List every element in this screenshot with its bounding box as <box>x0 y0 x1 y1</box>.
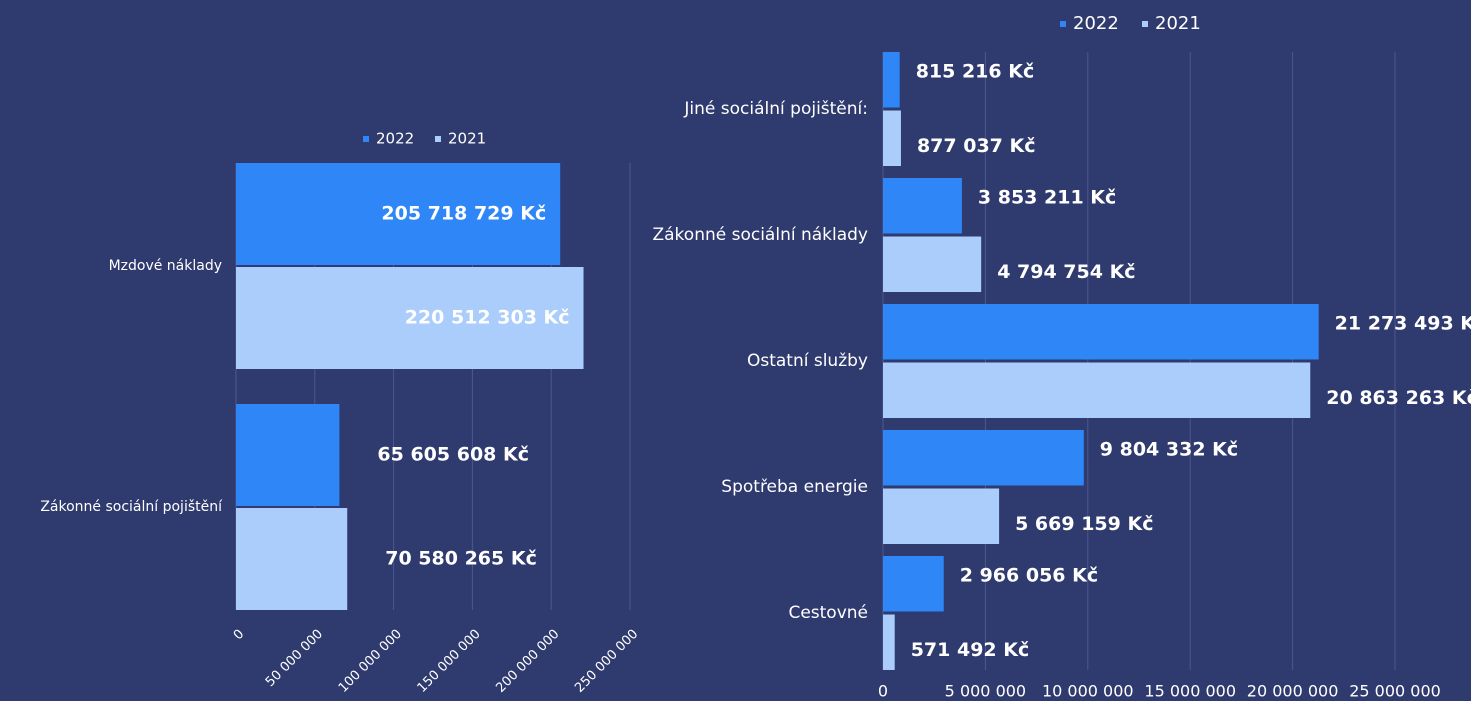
bar <box>883 430 1084 486</box>
x-tick-label: 50 000 000 <box>263 627 326 690</box>
category-label: Spotřeba energie <box>721 477 868 497</box>
legend-swatch <box>435 136 441 142</box>
bar <box>236 404 340 506</box>
x-tick-label: 200 000 000 <box>493 627 562 696</box>
bar <box>883 304 1319 360</box>
bar <box>236 267 584 369</box>
category-label: Cestovné <box>788 603 868 623</box>
x-tick-label: 150 000 000 <box>415 627 484 696</box>
bar <box>883 362 1311 418</box>
x-tick-label: 15 000 000 <box>1144 682 1236 701</box>
x-tick-label: 10 000 000 <box>1042 682 1134 701</box>
x-tick-label: 250 000 000 <box>572 627 641 696</box>
legend-swatch <box>363 136 369 142</box>
value-label: 21 273 493 Kč <box>1335 312 1471 334</box>
x-tick-label: 0 <box>231 627 247 643</box>
legend-swatch <box>1142 21 1148 27</box>
category-label: Zákonné sociální pojištění <box>40 499 223 515</box>
bar <box>883 556 944 612</box>
value-label: 205 718 729 Kč <box>381 203 546 225</box>
value-label: 70 580 265 Kč <box>385 548 537 570</box>
x-tick-label: 100 000 000 <box>336 627 405 696</box>
x-tick-label: 0 <box>878 682 888 701</box>
value-label: 3 853 211 Kč <box>978 186 1116 208</box>
x-tick-label: 25 000 000 <box>1349 682 1441 701</box>
bar <box>236 508 348 610</box>
legend-label: 2022 <box>1073 13 1119 34</box>
value-label: 65 605 608 Kč <box>377 444 529 466</box>
value-label: 5 669 159 Kč <box>1015 513 1153 535</box>
category-label: Jiné sociální pojištění: <box>683 99 868 119</box>
value-label: 4 794 754 Kč <box>997 261 1135 283</box>
bar <box>883 236 982 292</box>
value-label: 20 863 263 Kč <box>1326 387 1471 409</box>
legend-label: 2022 <box>376 130 414 148</box>
x-tick-label: 5 000 000 <box>945 682 1026 701</box>
category-label: Ostatní služby <box>747 351 868 371</box>
bar <box>883 488 1000 544</box>
bar <box>236 163 561 265</box>
category-label: Zákonné sociální náklady <box>652 225 868 245</box>
legend-label: 2021 <box>448 130 486 148</box>
bar <box>883 110 901 166</box>
x-tick-label: 20 000 000 <box>1247 682 1339 701</box>
value-label: 220 512 303 Kč <box>405 307 570 329</box>
value-label: 9 804 332 Kč <box>1100 438 1238 460</box>
bar <box>883 614 895 670</box>
bar <box>883 52 900 108</box>
value-label: 571 492 Kč <box>911 639 1030 661</box>
legend-label: 2021 <box>1155 13 1201 34</box>
value-label: 2 966 056 Kč <box>960 564 1098 586</box>
category-label: Mzdové náklady <box>109 258 222 274</box>
legend-swatch <box>1060 21 1066 27</box>
value-label: 877 037 Kč <box>917 135 1036 157</box>
value-label: 815 216 Kč <box>916 60 1035 82</box>
bar <box>883 178 962 234</box>
